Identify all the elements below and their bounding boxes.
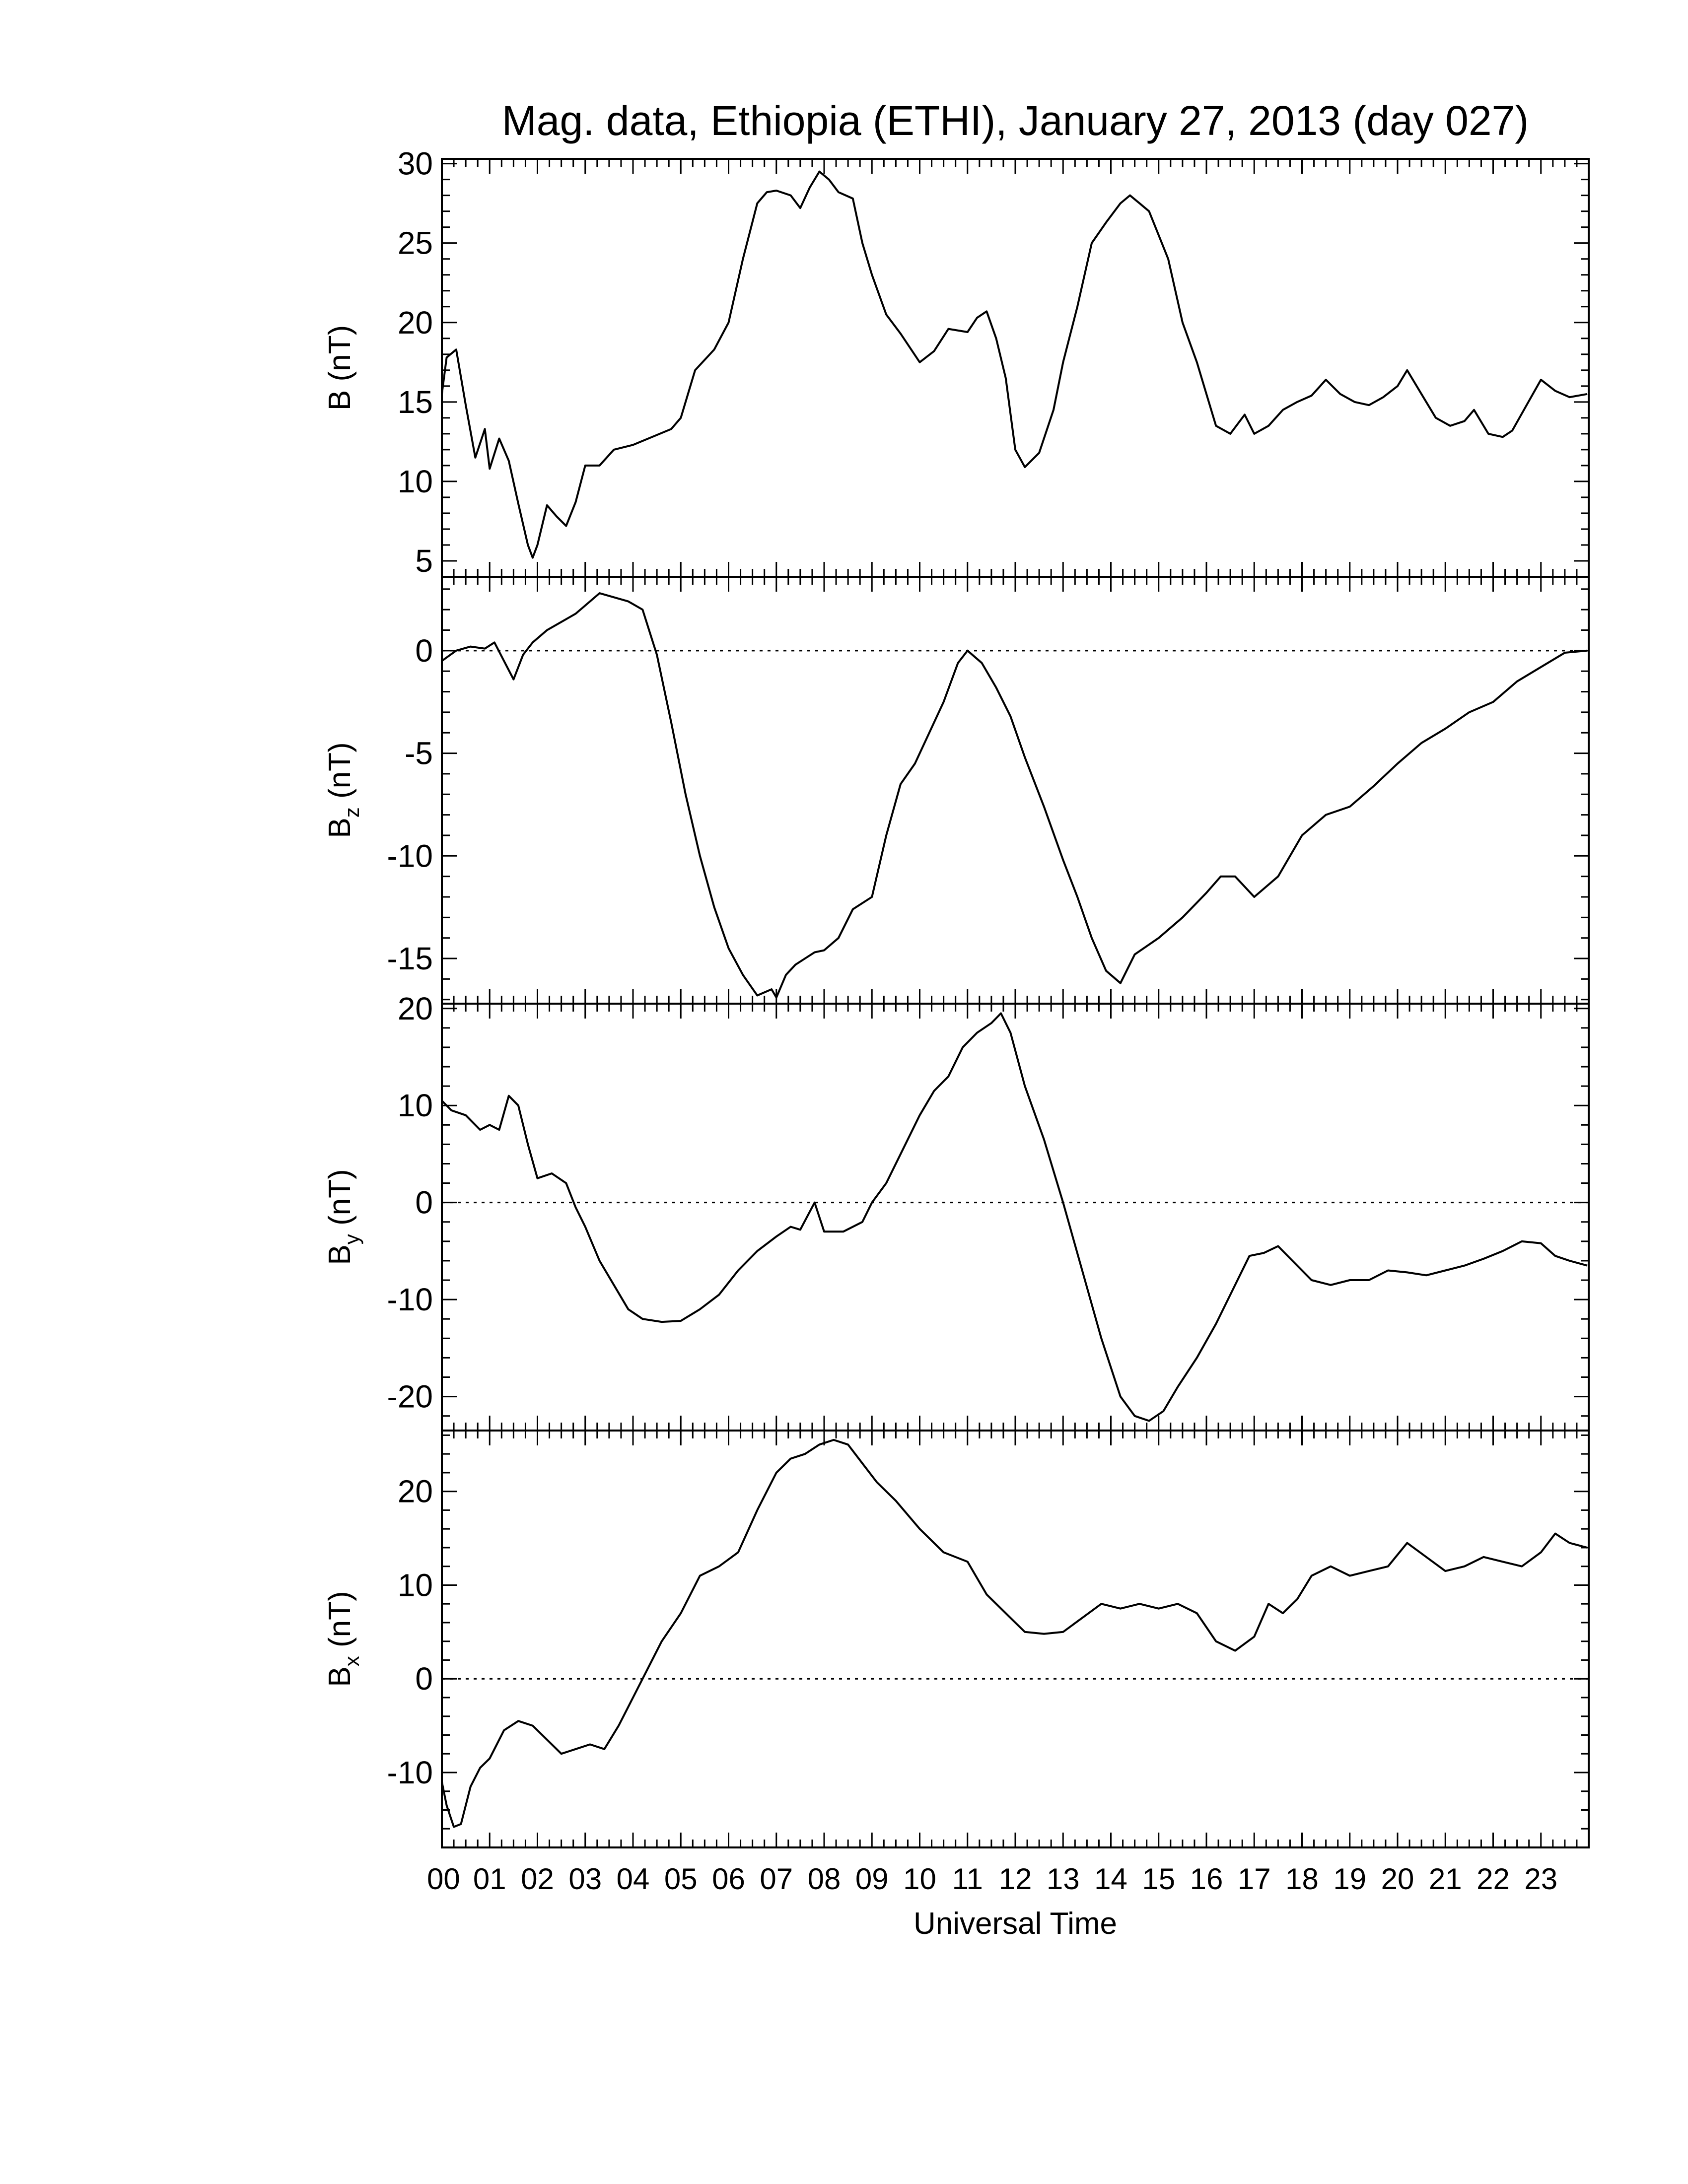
x-tick-label: 04 — [617, 1862, 650, 1896]
x-tick-label: 23 — [1524, 1862, 1557, 1896]
x-tick-label: 02 — [521, 1862, 554, 1896]
y-axis-label: Bx (nT) — [323, 1591, 363, 1687]
panel-bz: 0 -5 -10 -15 Bz (nT) — [323, 576, 1590, 1005]
x-tick-label: 20 — [1381, 1862, 1414, 1896]
panels: 5 10 15 20 25 30 B (nT) 0 -5 -10 -15 Bz (nT) 20 10 0 -1… — [323, 146, 1590, 1848]
x-tick-label: 10 — [903, 1862, 936, 1896]
y-tick-label: 25 — [398, 225, 433, 261]
x-tick-label: 11 — [952, 1862, 983, 1896]
series-line-bx — [441, 1438, 1588, 1828]
panel-frame — [441, 576, 1590, 1005]
y-tick-label: -10 — [387, 1282, 433, 1317]
x-tick-label: 13 — [1047, 1862, 1080, 1896]
y-axis-label: Bz (nT) — [323, 742, 363, 838]
y-tick-label: 30 — [398, 146, 433, 182]
series-line-by — [441, 1012, 1588, 1422]
x-tick-label: 17 — [1238, 1862, 1271, 1896]
panel-frame — [441, 158, 1590, 578]
x-tick-label: 16 — [1190, 1862, 1223, 1896]
x-tick-label: 03 — [568, 1862, 602, 1896]
x-tick-label: 19 — [1333, 1862, 1366, 1896]
x-tick-label: 09 — [855, 1862, 889, 1896]
y-tick-label: 10 — [398, 464, 433, 499]
x-tick-label: 15 — [1142, 1862, 1175, 1896]
panel-bx: 20 10 0 -10 Bx (nT) — [323, 1430, 1590, 1848]
x-tick-label: 07 — [760, 1862, 793, 1896]
y-tick-label: -10 — [387, 1755, 433, 1790]
y-tick-label: 0 — [415, 1185, 433, 1221]
panel-b: 5 10 15 20 25 30 B (nT) — [323, 146, 1590, 579]
y-tick-label: 20 — [398, 991, 433, 1026]
series-line-bz — [441, 592, 1588, 999]
y-tick-label: 15 — [398, 384, 433, 420]
y-tick-label: 10 — [398, 1088, 433, 1123]
x-tick-label: 01 — [473, 1862, 506, 1896]
y-tick-label: -10 — [387, 838, 433, 874]
y-tick-label: 5 — [415, 543, 433, 579]
y-tick-label: 0 — [415, 633, 433, 669]
x-tick-label: 14 — [1094, 1862, 1127, 1896]
x-tick-label: 05 — [664, 1862, 698, 1896]
x-axis-label: Universal Time — [914, 1907, 1117, 1941]
x-tick-label: 00 — [427, 1862, 460, 1896]
panel-frame — [441, 1003, 1590, 1432]
y-tick-label: 20 — [398, 305, 433, 341]
panel-frame — [441, 1430, 1590, 1848]
y-tick-label: 10 — [398, 1567, 433, 1603]
x-tick-label: 22 — [1477, 1862, 1510, 1896]
y-axis-label: B (nT) — [323, 325, 357, 410]
y-tick-label: -20 — [387, 1379, 433, 1415]
x-tick-label: 18 — [1285, 1862, 1319, 1896]
y-tick-label: 20 — [398, 1474, 433, 1509]
x-tick-labels: 00 01 02 03 04 05 06 07 08 09 10 11 12 13 14 15 16 17 18 19… — [427, 1862, 1557, 1896]
y-tick-label: -5 — [405, 736, 433, 771]
panel-by: 20 10 0 -10 -20 By (nT) — [323, 991, 1590, 1432]
y-tick-label: 0 — [415, 1661, 433, 1697]
x-tick-label: 08 — [808, 1862, 841, 1896]
y-tick-label: -15 — [387, 941, 433, 976]
x-tick-label: 06 — [712, 1862, 745, 1896]
chart-title: Mag. data, Ethiopia (ETHI), January 27, … — [502, 97, 1529, 144]
y-axis-label: By (nT) — [323, 1169, 363, 1265]
x-tick-label: 21 — [1429, 1862, 1462, 1896]
series-line-b — [441, 170, 1588, 559]
x-tick-label: 12 — [999, 1862, 1032, 1896]
